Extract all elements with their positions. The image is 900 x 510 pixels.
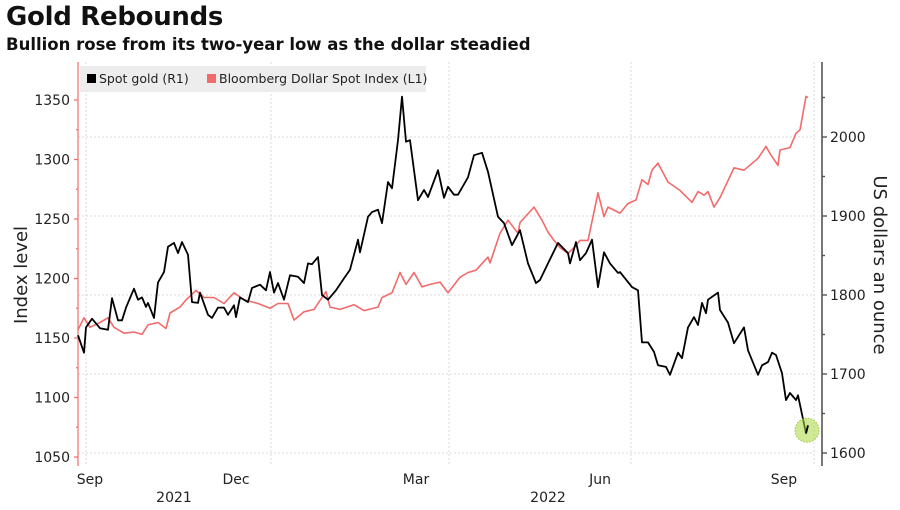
spot-gold-line (77, 95, 809, 435)
dollar-index-line (77, 95, 809, 336)
series-lines (77, 95, 820, 443)
legend-label-gold: Spot gold (R1) (99, 71, 189, 86)
left-tick-label: 1200 (34, 272, 70, 288)
x-tick-label: Dec (222, 472, 249, 488)
x-tick-label: Mar (403, 472, 430, 488)
left-tick-label: 1150 (34, 331, 70, 347)
chart-subtitle: Bullion rose from its two-year low as th… (6, 35, 531, 54)
x-tick-label: Sep (771, 472, 798, 488)
axes: 1050 1100 1150 1200 1250 1300 1350 Index level 1… (11, 62, 890, 506)
left-axis-title: Index level (11, 226, 32, 324)
left-tick-label: 1250 (34, 212, 70, 228)
left-tick-label: 1050 (34, 450, 70, 466)
x-tick-label: Jun (588, 472, 611, 488)
legend: Spot gold (R1) Bloomberg Dollar Spot Inde… (80, 66, 427, 92)
x-year-label: 2021 (156, 490, 192, 506)
left-tick-label: 1300 (34, 153, 70, 169)
legend-swatch-gold (87, 74, 96, 83)
right-tick-label: 1600 (830, 446, 866, 462)
x-year-label: 2022 (530, 490, 566, 506)
right-tick-label: 2000 (830, 130, 866, 146)
right-tick-label: 1900 (830, 209, 866, 225)
x-tick-label: Sep (77, 472, 104, 488)
legend-box (80, 66, 426, 92)
left-tick-label: 1100 (34, 391, 70, 407)
gridlines (78, 62, 815, 466)
right-tick-label: 1800 (830, 288, 866, 304)
legend-label-dollar: Bloomberg Dollar Spot Index (L1) (219, 71, 427, 86)
chart-title: Gold Rebounds (6, 2, 224, 32)
right-tick-label: 1700 (830, 367, 866, 383)
left-tick-label: 1350 (34, 93, 70, 109)
legend-swatch-dollar (207, 74, 216, 83)
spot-gold-line-end (805, 425, 809, 434)
right-axis-title: US dollars an ounce (869, 175, 890, 354)
